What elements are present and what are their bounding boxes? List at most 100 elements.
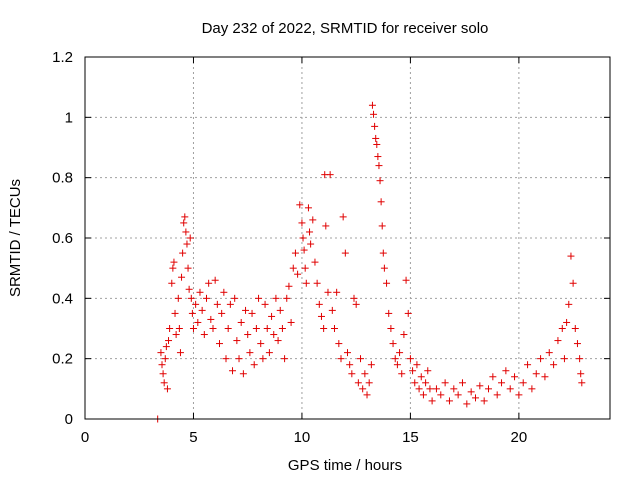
data-point: [348, 370, 356, 378]
data-point: [304, 204, 312, 212]
data-point: [224, 325, 232, 332]
data-point: [524, 361, 532, 369]
data-point: [218, 309, 226, 317]
data-point: [346, 361, 354, 369]
data-point: [233, 337, 241, 345]
data-point: [571, 325, 579, 332]
data-point: [180, 219, 188, 227]
y-tick-label: 0.6: [52, 230, 73, 247]
data-point: [181, 213, 189, 221]
data-point: [391, 355, 399, 363]
data-point: [248, 309, 256, 317]
data-point: [511, 373, 519, 381]
data-point: [545, 349, 553, 357]
data-point: [257, 340, 265, 348]
data-point: [502, 367, 510, 375]
data-point: [577, 370, 585, 378]
data-point: [291, 249, 299, 257]
y-tick-label: 0.8: [52, 170, 73, 187]
data-point: [259, 355, 267, 363]
data-point: [265, 349, 273, 357]
data-point: [569, 279, 577, 287]
data-point: [170, 258, 178, 266]
data-point: [359, 385, 367, 393]
data-point: [159, 370, 167, 378]
data-point: [371, 122, 379, 130]
data-point: [400, 331, 408, 339]
data-point: [299, 234, 307, 242]
data-point: [176, 349, 184, 357]
data-point: [174, 294, 182, 302]
data-point: [493, 391, 501, 399]
data-point: [550, 361, 558, 369]
data-point: [205, 279, 213, 287]
data-point: [189, 325, 197, 332]
data-point: [287, 318, 295, 326]
data-point: [367, 361, 375, 369]
data-point: [185, 285, 193, 293]
data-point: [302, 279, 310, 287]
data-point: [244, 331, 252, 339]
data-point: [377, 198, 385, 206]
data-point: [161, 355, 169, 363]
x-axis-ticks: 0 5 10 15 20: [81, 57, 527, 446]
data-point: [158, 361, 166, 369]
data-point: [196, 288, 204, 296]
data-point: [250, 361, 258, 369]
data-point: [411, 379, 419, 387]
data-point: [311, 258, 319, 266]
data-point: [281, 355, 289, 363]
data-point: [374, 153, 382, 161]
data-point: [307, 240, 315, 248]
data-point: [354, 379, 362, 387]
data-point: [198, 306, 206, 314]
data-point: [239, 370, 247, 378]
data-point: [255, 294, 263, 302]
data-point: [537, 355, 545, 363]
data-point: [207, 315, 215, 323]
data-point: [409, 367, 417, 375]
data-point: [162, 343, 170, 351]
data-point: [341, 249, 349, 257]
y-axis-label: SRMTID / TECUs: [7, 179, 24, 297]
data-point: [300, 246, 308, 254]
data-point: [157, 349, 165, 357]
data-point: [528, 385, 536, 393]
data-point: [375, 162, 383, 170]
data-point: [289, 264, 297, 272]
data-point: [235, 355, 243, 363]
data-point: [458, 379, 466, 387]
data-point: [404, 309, 412, 317]
y-tick-label: 1: [65, 109, 73, 126]
data-point: [298, 219, 306, 227]
data-point: [476, 382, 484, 390]
x-tick-label: 15: [402, 429, 419, 446]
data-point: [194, 318, 202, 326]
data-point: [576, 355, 584, 363]
data-point: [252, 325, 260, 332]
data-point: [344, 349, 351, 357]
data-point: [222, 355, 230, 363]
data-point: [272, 294, 280, 302]
data-point: [268, 312, 276, 320]
data-point: [220, 288, 228, 296]
data-point: [315, 300, 323, 308]
data-point: [471, 394, 479, 402]
data-point: [169, 264, 177, 272]
data-point: [573, 340, 581, 348]
data-point: [370, 110, 378, 118]
data-point: [192, 300, 200, 308]
data-point: [276, 306, 284, 314]
data-point: [376, 177, 384, 185]
data-point: [274, 337, 282, 345]
data-point: [313, 279, 321, 287]
data-point: [385, 309, 393, 317]
data-point: [368, 101, 376, 109]
data-point: [578, 379, 586, 387]
data-point: [183, 240, 191, 248]
data-point: [560, 355, 568, 363]
data-point: [200, 331, 208, 339]
data-point: [263, 325, 271, 332]
data-point: [278, 325, 286, 332]
data-point: [166, 325, 174, 332]
